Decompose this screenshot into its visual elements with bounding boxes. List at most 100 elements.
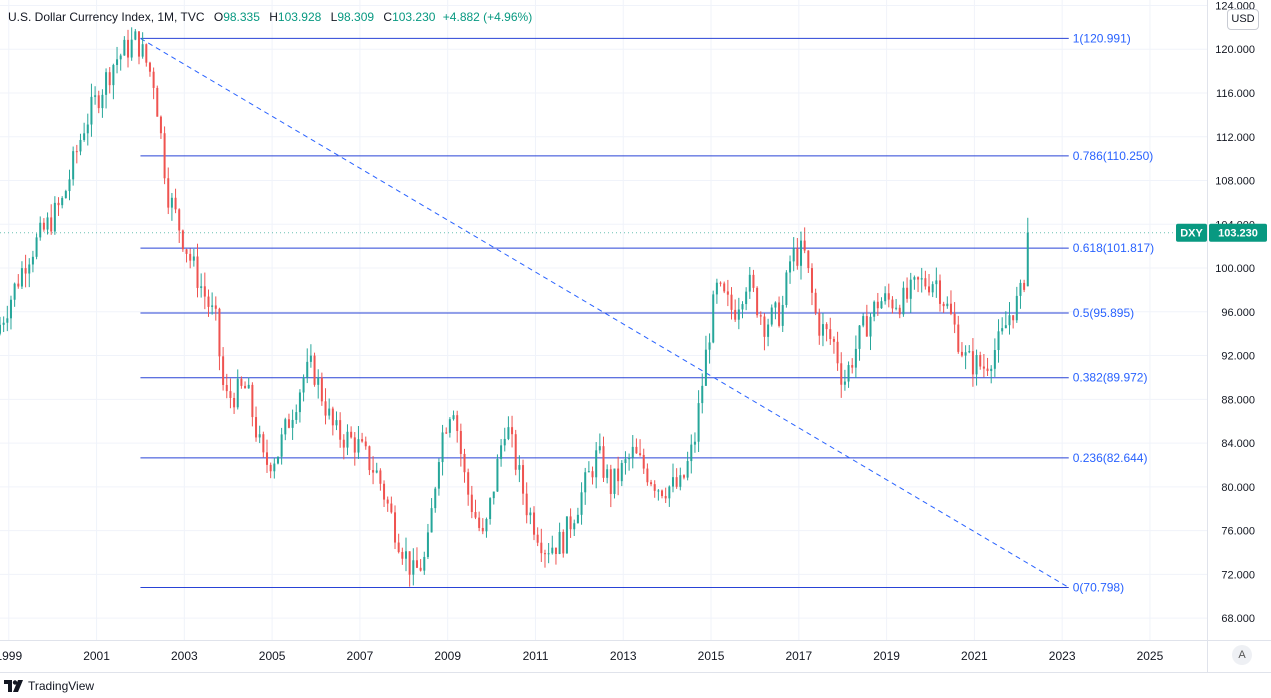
- fibonacci-retracement[interactable]: 1(120.991) 0.786(110.250) 0.618(101.817) 0.…: [140, 31, 1154, 595]
- candle-body: [671, 477, 674, 487]
- candle-body: [873, 301, 876, 317]
- candle-body: [617, 468, 620, 482]
- candle-body: [72, 151, 75, 180]
- candle-body: [609, 469, 612, 494]
- x-tick-label: 2023: [1049, 649, 1076, 663]
- candle-body: [712, 294, 715, 343]
- auto-scale-button[interactable]: A: [1232, 645, 1252, 665]
- y-tick-label: 112.000: [1216, 132, 1255, 144]
- candle-body: [200, 286, 203, 288]
- candle-body: [847, 365, 850, 382]
- candle-body: [156, 87, 159, 117]
- tradingview-icon: [4, 680, 23, 692]
- candle-body: [536, 534, 539, 543]
- candle-body: [83, 133, 86, 140]
- candle-body: [35, 237, 38, 257]
- candle-body: [137, 31, 140, 57]
- candle-body: [606, 469, 609, 478]
- candle-body: [170, 197, 173, 208]
- candle-body: [708, 342, 711, 350]
- candle-body: [715, 282, 718, 295]
- close-label: C: [383, 10, 393, 24]
- candle-body: [642, 454, 645, 469]
- candle-body: [624, 459, 627, 464]
- candle-body: [917, 277, 920, 280]
- candle-body: [247, 384, 250, 389]
- y-tick-label: 108.000: [1215, 176, 1255, 188]
- candle-body: [86, 124, 89, 134]
- candle-body: [324, 401, 327, 416]
- candle-body: [269, 464, 272, 472]
- candle-body: [97, 95, 100, 109]
- candle-body: [174, 197, 177, 210]
- candle-body: [767, 324, 770, 337]
- candle-body: [105, 72, 108, 95]
- candle-body: [291, 419, 294, 428]
- candle-body: [28, 264, 31, 274]
- symbol-legend: U.S. Dollar Currency Index, 1M, TVC O98.…: [8, 10, 532, 24]
- symbol-badge-bg: [1176, 223, 1207, 242]
- candle-body: [763, 316, 766, 337]
- candle-body: [481, 527, 484, 532]
- candle-body: [357, 439, 360, 453]
- candle-body: [1008, 315, 1011, 326]
- candle-body: [485, 519, 488, 532]
- candle-body: [317, 377, 320, 385]
- candle-body: [664, 496, 667, 499]
- candle-body: [178, 209, 181, 231]
- candle-body: [189, 253, 192, 261]
- candle-body: [785, 272, 788, 305]
- candle-body: [1026, 232, 1029, 287]
- candle-body: [346, 431, 349, 448]
- candle-body: [437, 462, 440, 489]
- candle-body: [1023, 282, 1026, 290]
- symbol-badge-text: DXY: [1180, 228, 1203, 240]
- candle-body: [869, 316, 872, 337]
- candle-body: [372, 470, 375, 473]
- candle-body: [214, 305, 217, 309]
- candle-body: [865, 316, 868, 337]
- tradingview-logo[interactable]: TradingView: [4, 677, 94, 695]
- open-value: 98.335: [223, 10, 260, 24]
- candle-body: [430, 508, 433, 533]
- candle-body: [148, 62, 151, 72]
- x-tick-label: 2015: [698, 649, 725, 663]
- fib-level-label: 0.236(82.644): [1073, 451, 1148, 465]
- candle-body: [90, 96, 93, 125]
- x-tick-label: 2025: [1137, 649, 1164, 663]
- candle-body: [31, 256, 34, 265]
- candle-body: [723, 283, 726, 292]
- currency-button[interactable]: USD: [1227, 9, 1259, 30]
- candle-body: [42, 222, 45, 230]
- high-value: 103.928: [277, 10, 322, 24]
- candle-body: [957, 324, 960, 352]
- candle-body: [141, 44, 144, 57]
- candle-body: [185, 249, 188, 254]
- candle-body: [0, 324, 2, 334]
- candle-body: [225, 384, 228, 392]
- candle-body: [876, 301, 879, 309]
- fib-level-label: 0.786(110.250): [1073, 149, 1154, 163]
- y-tick-label: 120.000: [1215, 44, 1255, 56]
- candle-body: [423, 556, 426, 571]
- candle-body: [1004, 325, 1007, 329]
- candle-body: [379, 470, 382, 484]
- low-label: L: [330, 10, 338, 24]
- candle-body: [576, 514, 579, 524]
- candle-body: [668, 486, 671, 499]
- candle-body: [39, 222, 42, 238]
- candle-body: [551, 547, 554, 554]
- candle-body: [24, 268, 27, 274]
- candle-body: [686, 461, 689, 478]
- candle-body: [697, 403, 700, 442]
- candle-body: [335, 420, 338, 426]
- candle-body: [514, 434, 517, 470]
- candle-body: [445, 432, 448, 434]
- candle-body: [752, 274, 755, 288]
- close-value: 103.230: [392, 10, 436, 24]
- candle-body: [613, 468, 616, 494]
- candle-body: [573, 523, 576, 530]
- candle-body: [595, 450, 598, 478]
- candle-body: [913, 277, 916, 280]
